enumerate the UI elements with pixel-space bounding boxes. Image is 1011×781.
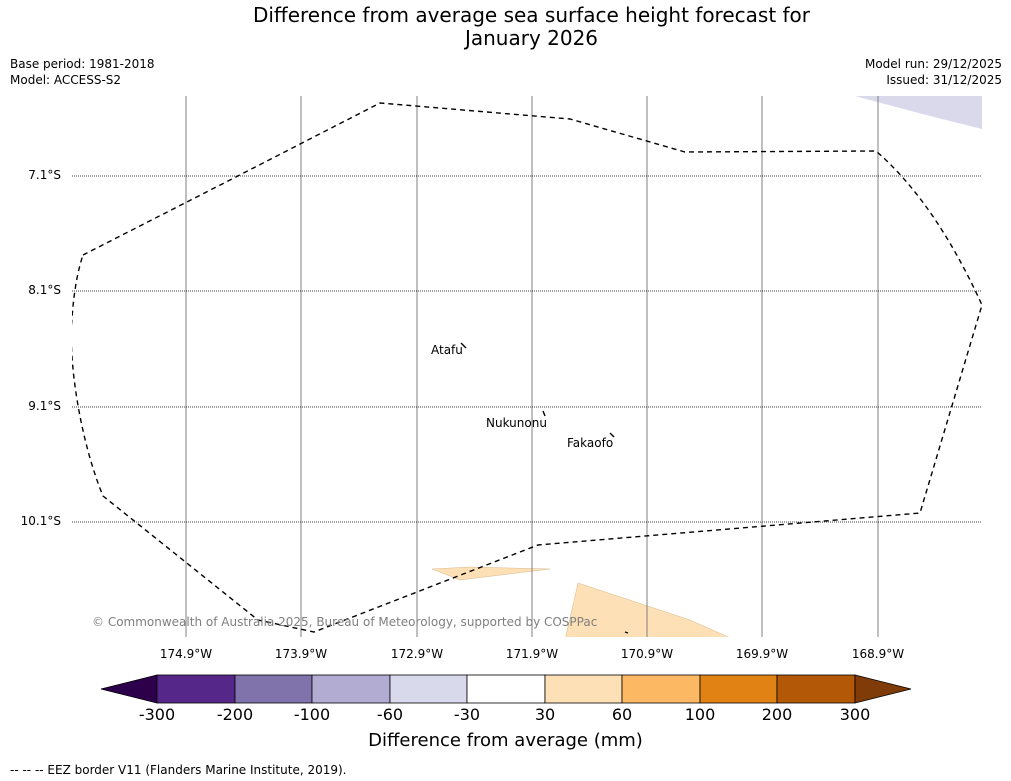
- colorbar-bin-3: [311, 674, 391, 704]
- colorbar-bin-2: [234, 674, 313, 704]
- model-name: Model: ACCESS-S2: [10, 73, 122, 87]
- issued-date: Issued: 31/12/2025: [886, 73, 1002, 87]
- colorbar-tick-label: 300: [839, 705, 871, 724]
- colorbar-tick-label: 200: [761, 705, 793, 724]
- eez-legend-footnote: -- -- -- EEZ border V11 (Flanders Marine…: [10, 763, 347, 777]
- lat-label-8-1: 8.1°S: [28, 283, 61, 297]
- colorbar: [100, 674, 912, 704]
- parallels: [72, 175, 982, 523]
- colorbar-bin-1: [156, 674, 236, 704]
- lon-label-172-9: 172.9°W: [390, 647, 444, 661]
- colorbar-bin-7: [621, 674, 701, 704]
- lon-label-173-9: 173.9°W: [274, 647, 328, 661]
- colorbar-tick-label: -100: [293, 705, 331, 724]
- colorbar-bin-8: [699, 674, 778, 704]
- lon-label-170-9: 170.9°W: [620, 647, 674, 661]
- nukunonu-island: [542, 410, 546, 417]
- base-period: Base period: 1981-2018: [10, 57, 155, 71]
- high-anomaly-area-1: [431, 566, 551, 581]
- copyright-notice: © Commonwealth of Australia 2025, Bureau…: [92, 615, 597, 629]
- model-run: Model run: 29/12/2025: [864, 57, 1002, 71]
- lat-label-9-1: 9.1°S: [28, 399, 61, 413]
- low-anomaly-area: [855, 96, 982, 129]
- lon-label-171-9: 171.9°W: [505, 647, 559, 661]
- colorbar-tick-label: -60: [376, 705, 404, 724]
- place-label-nukunonu: Nukunonu: [486, 416, 547, 430]
- place-label-fakaofo: Fakaofo: [567, 436, 613, 450]
- colorbar-bin-5: [466, 674, 546, 704]
- lat-label-10-1: 10.1°S: [20, 514, 61, 528]
- meridians: [185, 96, 879, 637]
- colorbar-title: Difference from average (mm): [368, 730, 643, 751]
- title-line-1: Difference from average sea surface heig…: [252, 3, 811, 27]
- colorbar-extend-low: [100, 674, 158, 704]
- place-label-atafu: Atafu: [431, 343, 463, 357]
- chart-title: Difference from average sea surface heig…: [0, 4, 1011, 50]
- lon-label-168-9: 168.9°W: [851, 647, 905, 661]
- fakaofo-island: [609, 432, 615, 438]
- meta-left: Base period: 1981-2018 Model: ACCESS-S2: [10, 56, 155, 88]
- atafu-island: [460, 342, 467, 349]
- high-anomaly-area-2: [565, 582, 729, 637]
- colorbar-tick-label: -300: [138, 705, 176, 724]
- eez-border: [72, 102, 982, 633]
- small-island: [624, 631, 629, 634]
- colorbar-tick-label: -200: [216, 705, 254, 724]
- colorbar-tick-label: -30: [453, 705, 481, 724]
- colorbar-tick-label: 30: [534, 705, 556, 724]
- colorbar-extend-high: [854, 674, 912, 704]
- lat-label-7-1: 7.1°S: [28, 168, 61, 182]
- colorbar-tick-label: 100: [684, 705, 716, 724]
- lon-label-169-9: 169.9°W: [735, 647, 789, 661]
- colorbar-bin-9: [776, 674, 856, 704]
- title-line-2: January 2026: [464, 26, 599, 50]
- meta-right: Model run: 29/12/2025 Issued: 31/12/2025: [865, 56, 1002, 88]
- colorbar-bin-4: [389, 674, 468, 704]
- colorbar-bin-6: [544, 674, 623, 704]
- colorbar-tick-label: 60: [611, 705, 633, 724]
- lon-label-174-9: 174.9°W: [159, 647, 213, 661]
